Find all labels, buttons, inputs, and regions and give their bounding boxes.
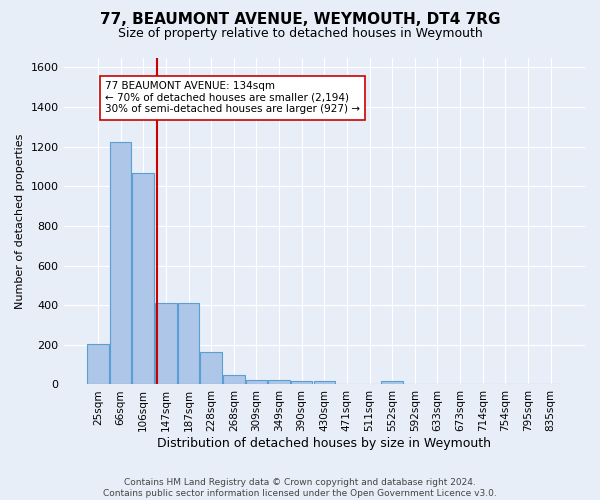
Bar bbox=[87, 344, 109, 385]
Bar bbox=[110, 142, 131, 384]
Bar bbox=[200, 352, 222, 384]
Bar bbox=[382, 382, 403, 384]
Bar bbox=[133, 174, 154, 384]
Text: Size of property relative to detached houses in Weymouth: Size of property relative to detached ho… bbox=[118, 28, 482, 40]
Bar bbox=[291, 382, 313, 384]
Text: 77 BEAUMONT AVENUE: 134sqm
← 70% of detached houses are smaller (2,194)
30% of s: 77 BEAUMONT AVENUE: 134sqm ← 70% of deta… bbox=[105, 82, 360, 114]
Y-axis label: Number of detached properties: Number of detached properties bbox=[15, 134, 25, 308]
Bar bbox=[178, 303, 199, 384]
X-axis label: Distribution of detached houses by size in Weymouth: Distribution of detached houses by size … bbox=[157, 437, 491, 450]
Bar bbox=[245, 380, 267, 384]
Bar bbox=[314, 382, 335, 384]
Bar bbox=[268, 380, 290, 384]
Text: Contains HM Land Registry data © Crown copyright and database right 2024.
Contai: Contains HM Land Registry data © Crown c… bbox=[103, 478, 497, 498]
Text: 77, BEAUMONT AVENUE, WEYMOUTH, DT4 7RG: 77, BEAUMONT AVENUE, WEYMOUTH, DT4 7RG bbox=[100, 12, 500, 28]
Bar bbox=[155, 303, 176, 384]
Bar bbox=[223, 374, 245, 384]
